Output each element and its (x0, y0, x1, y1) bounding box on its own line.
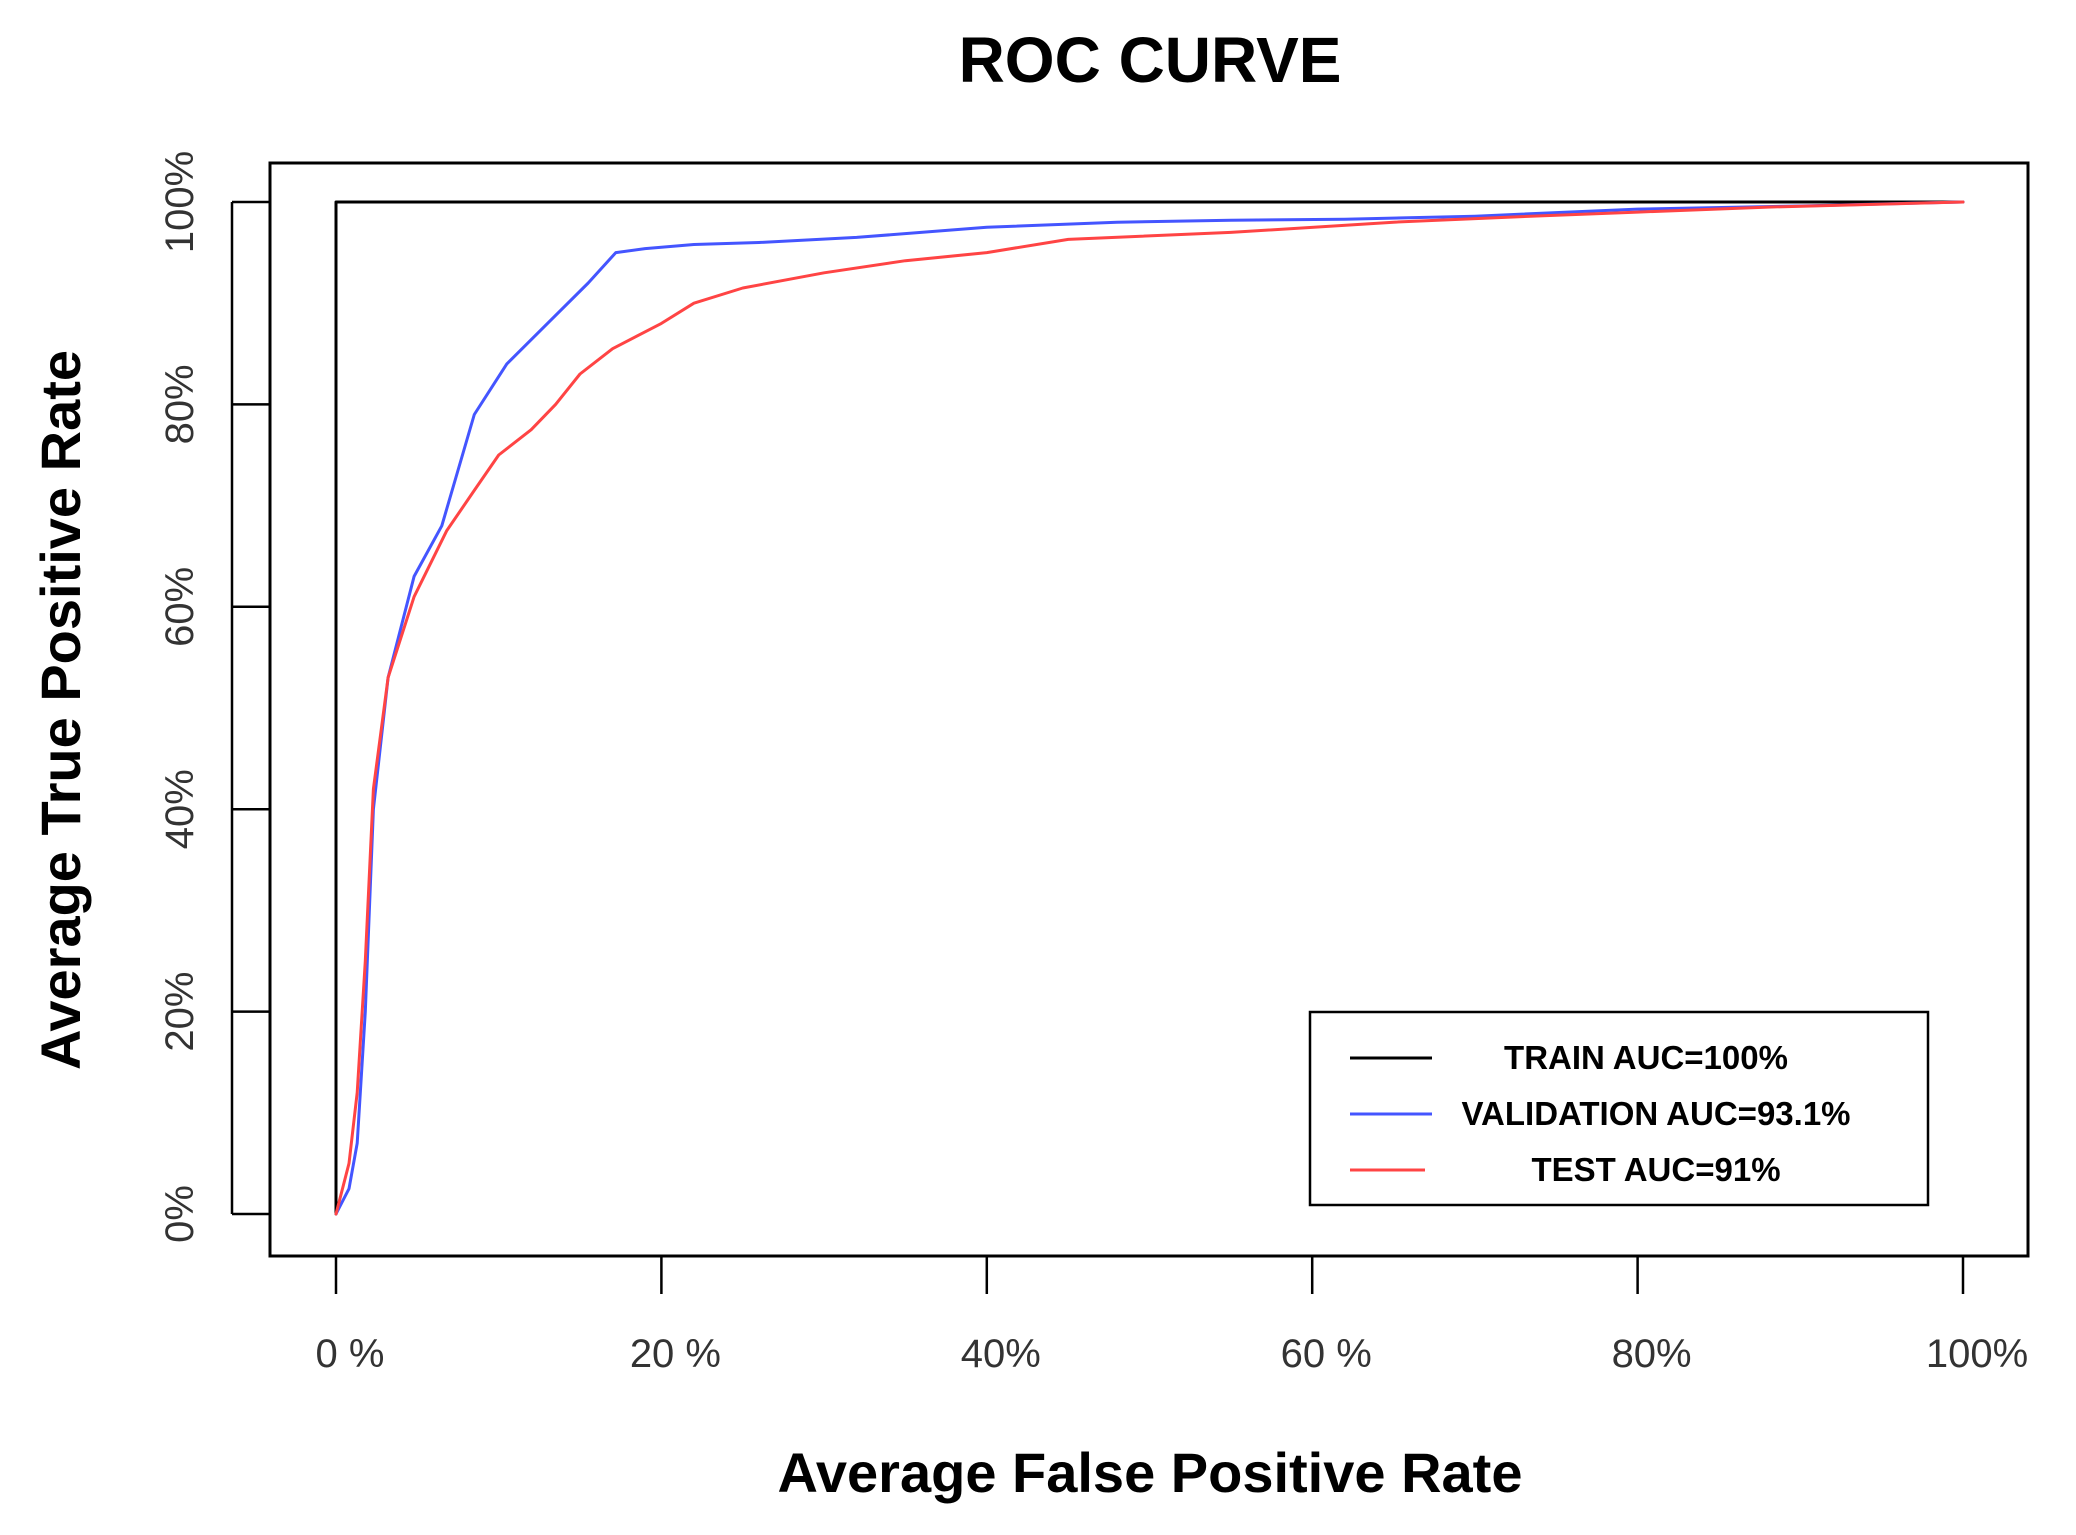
x-tick-label: 60 % (1281, 1332, 1372, 1376)
legend: TRAIN AUC=100% VALIDATION AUC=93.1% TEST A… (1308, 1010, 1930, 1207)
y-tick-label: 0% (158, 1185, 202, 1243)
y-tick-label: 20% (158, 972, 202, 1052)
x-tick-label: 20 % (630, 1332, 721, 1376)
y-tick-label: 80% (158, 364, 202, 444)
legend-label-test: TEST AUC=91% (1531, 1151, 1780, 1188)
x-tick-label: 100% (1926, 1332, 2028, 1376)
x-tick-label: 80% (1612, 1332, 1692, 1376)
y-tick-label: 100% (158, 151, 202, 253)
y-axis-title: Average True Positive Rate (29, 350, 92, 1070)
legend-label-validation: VALIDATION AUC=93.1% (1461, 1095, 1850, 1132)
x-axis-title: Average False Positive Rate (778, 1441, 1523, 1504)
x-axis: 0 % 20 % 40% 60 % 80% 100% (316, 1254, 2028, 1376)
y-tick-label: 60% (158, 567, 202, 647)
series-line-test (334, 200, 1965, 1216)
y-axis: 0% 20% 40% 60% 80% 100% (158, 151, 270, 1243)
x-tick-label: 0 % (316, 1332, 385, 1376)
legend-box (1308, 1010, 1930, 1207)
legend-label-train: TRAIN AUC=100% (1504, 1039, 1788, 1076)
series-line-train (334, 200, 1965, 1216)
x-tick-label: 40% (961, 1332, 1041, 1376)
series-layer (334, 200, 1965, 1216)
y-tick-label: 40% (158, 769, 202, 849)
chart-title: ROC CURVE (959, 24, 1342, 96)
